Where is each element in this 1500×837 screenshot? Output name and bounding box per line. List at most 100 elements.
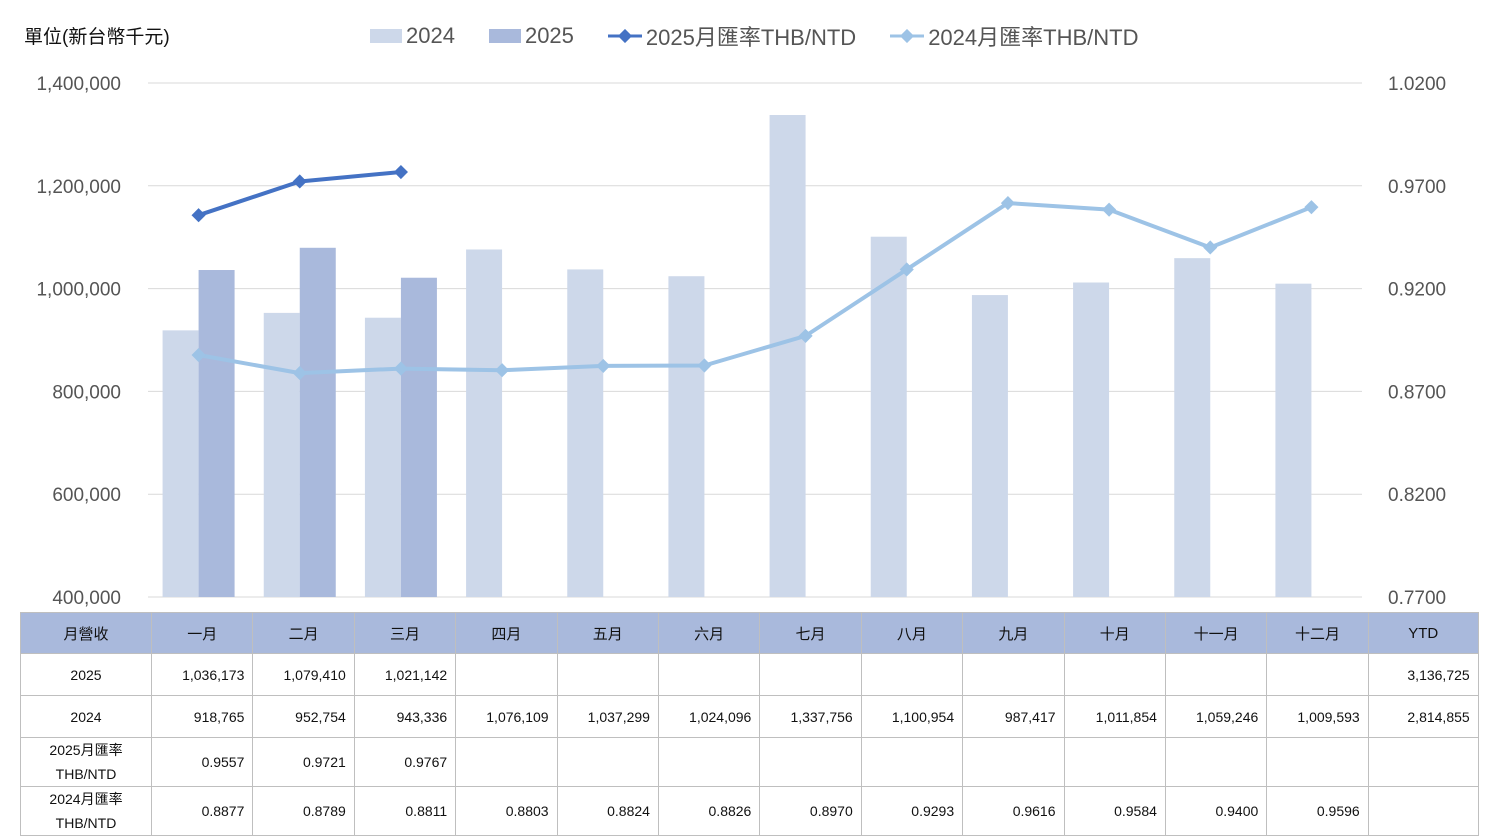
y-left-tick-label: 800,000 (52, 382, 121, 403)
table-cell: 1,076,109 (455, 695, 558, 738)
table-header-cell: 十一月 (1164, 612, 1268, 654)
row-label: 2025月匯率 THB/NTD (20, 737, 152, 787)
table-cell: 987,417 (962, 695, 1065, 738)
table-cell: 1,337,756 (759, 695, 862, 738)
bar-2025 (400, 277, 437, 597)
table-header-cell: 三月 (353, 612, 457, 654)
table-cell (860, 737, 964, 787)
legend-item-rate-2024: 2024月匯率THB/NTD (890, 20, 1138, 52)
table-cell (1367, 737, 1479, 787)
table-cell: 0.9293 (860, 786, 964, 836)
table-cell: 1,059,246 (1164, 695, 1268, 738)
table-cell: 943,336 (353, 695, 457, 738)
rate-2024-line (198, 201, 1313, 376)
table-cell (1266, 653, 1369, 696)
rate-2024-point (697, 358, 712, 373)
legend-label-2025: 2025 (524, 23, 574, 48)
table-cell: 0.8877 (150, 786, 254, 836)
table-header-cell: 六月 (657, 612, 761, 654)
row-label: 2025 (20, 653, 152, 696)
bar-2024 (567, 269, 604, 597)
table-cell: 0.8826 (657, 786, 761, 836)
bar-2024 (1275, 283, 1312, 597)
table-cell (657, 653, 761, 696)
bar-2025 (299, 247, 336, 597)
table-cell: 1,037,299 (556, 695, 659, 738)
row-label: 2024 (20, 695, 152, 738)
table-cell: 952,754 (252, 695, 355, 738)
table-cell: 0.8824 (556, 786, 659, 836)
table-cell: 1,021,142 (353, 653, 457, 696)
rate-2025-point (292, 174, 307, 189)
bar-2024 (263, 312, 300, 597)
table-cell (860, 653, 964, 696)
table-header-cell: 九月 (962, 612, 1065, 654)
row-label-line: THB/NTD (55, 815, 117, 831)
legend-label-rate-2024: 2024月匯率THB/NTD (928, 25, 1139, 50)
table-cell (657, 737, 761, 787)
y-right-tick-label: 1.0200 (1388, 74, 1446, 95)
table-cell: 918,765 (150, 695, 254, 738)
bar-2024 (668, 276, 705, 597)
y-left-tick-label: 1,200,000 (36, 177, 121, 198)
table-cell: 1,024,096 (657, 695, 761, 738)
table-cell: 0.9721 (252, 737, 355, 787)
table-header-cell: 四月 (455, 612, 558, 654)
table-cell (962, 737, 1065, 787)
rate-2024-point (1000, 195, 1015, 211)
bar-2024 (870, 236, 907, 597)
rate-2024-point (292, 366, 307, 381)
table-cell: 1,100,954 (860, 695, 964, 738)
table-cell: 0.8803 (455, 786, 558, 836)
bar-2024 (1174, 258, 1211, 597)
table-cell: 0.8811 (353, 786, 457, 836)
table-header-cell: YTD (1367, 612, 1479, 654)
table-cell: 0.8970 (759, 786, 862, 836)
rate-2024-point (596, 358, 611, 373)
table-cell (759, 653, 862, 696)
table-row: 2025月匯率 THB/NTD 0.9557 0.9721 0.9767 (20, 737, 1479, 787)
rate-2025-point (191, 208, 206, 223)
y-right-tick-label: 0.8700 (1388, 382, 1446, 403)
bar-2024 (364, 317, 401, 597)
y-right-tick-label: 0.7700 (1388, 588, 1446, 609)
table-cell: 1,009,593 (1266, 695, 1369, 738)
table-cell (455, 737, 558, 787)
table-cell (1063, 737, 1166, 787)
bar-2024 (466, 249, 503, 597)
legend-label-2024: 2024 (406, 23, 455, 48)
legend-label-rate-2025: 2025月匯率THB/NTD (645, 25, 857, 50)
table-cell (1164, 653, 1268, 696)
legend-swatch-2025 (488, 29, 521, 43)
legend-line-marker-2025 (607, 29, 642, 43)
table-header-cell: 十月 (1063, 612, 1166, 654)
legend-line-marker-2024 (890, 29, 925, 43)
row-label-line: 2024月匯率 (49, 791, 123, 807)
table-row: 2025 1,036,173 1,079,410 1,021,142 3,136,725 (20, 653, 1479, 696)
table-cell (1164, 737, 1268, 787)
table-cell: 0.9400 (1164, 786, 1268, 836)
y-left-tick-label: 1,400,000 (36, 74, 121, 95)
row-label: 2024月匯率 THB/NTD (20, 786, 152, 836)
bar-2024 (162, 330, 199, 597)
y-left-tick-label: 600,000 (52, 485, 121, 506)
legend-swatch-2024 (370, 29, 402, 43)
rate-2024-point (1203, 240, 1218, 255)
table-cell: 1,079,410 (252, 653, 355, 696)
table-cell: 1,036,173 (150, 653, 254, 696)
rate-2024-point (798, 328, 813, 343)
revenue-exchange-chart: 400,000 600,000 800,000 1,000,000 1,200,000 1… (36, 74, 1446, 609)
table-cell (556, 653, 659, 696)
table-cell: 0.9584 (1063, 786, 1166, 836)
table-cell (1063, 653, 1166, 696)
table-header-cell: 五月 (556, 612, 659, 654)
rate-2024-point (1102, 202, 1117, 217)
legend-item-rate-2025: 2025月匯率THB/NTD (607, 20, 857, 52)
table-row: 2024 918,765 952,754 943,336 1,076,109 1,037,… (20, 695, 1479, 738)
table-cell (455, 653, 558, 696)
table-header-cell: 二月 (252, 612, 355, 654)
table-header-cell: 一月 (150, 612, 254, 654)
legend-item-2024: 2024 (370, 23, 455, 49)
table-cell: 0.8789 (252, 786, 355, 836)
y-right-tick-label: 0.8200 (1388, 485, 1446, 506)
